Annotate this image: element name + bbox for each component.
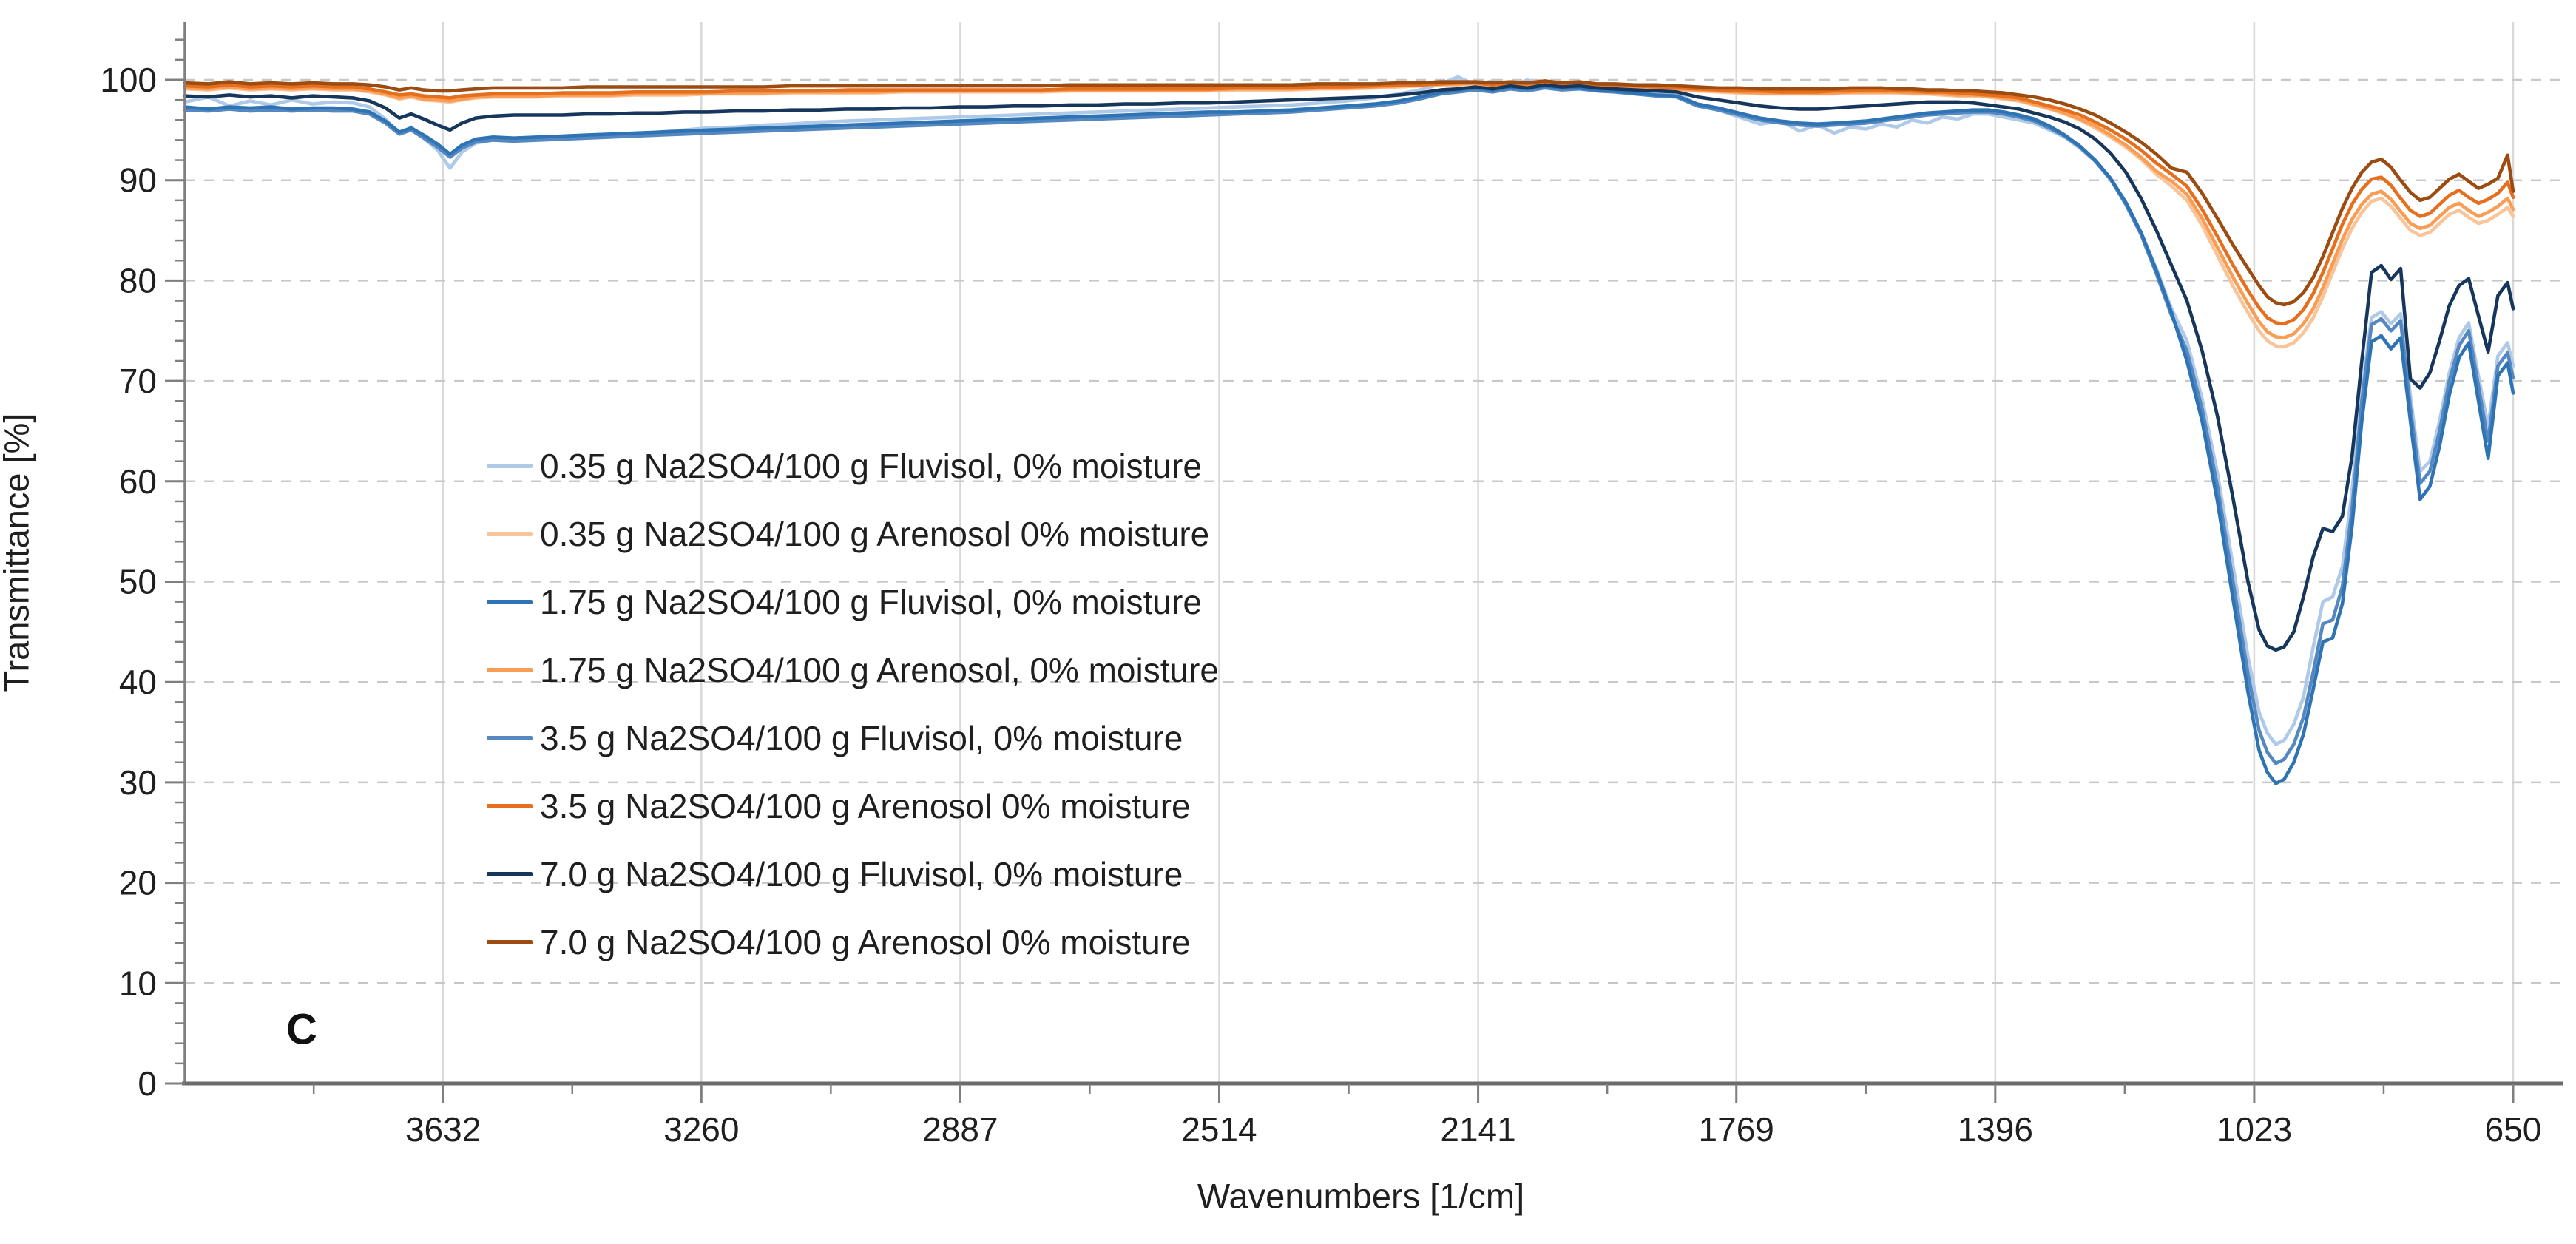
legend-item: 1.75 g Na2SO4/100 g Fluvisol, 0% moistur… <box>487 568 1219 636</box>
y-tick-label-50: 50 <box>119 563 157 601</box>
legend-line-swatch <box>487 736 533 740</box>
legend-line-swatch <box>487 600 533 604</box>
x-axis-title: Wavenumbers [1/cm] <box>1197 1176 1525 1216</box>
y-tick-label-10: 10 <box>119 964 157 1002</box>
legend-item-label: 1.75 g Na2SO4/100 g Fluvisol, 0% moistur… <box>540 583 1202 621</box>
y-tick-label-90: 90 <box>119 161 157 200</box>
x-tick-label-1023: 1023 <box>2217 1110 2292 1149</box>
legend-item-label: 7.0 g Na2SO4/100 g Fluvisol, 0% moisture <box>540 855 1183 893</box>
legend-item: 7.0 g Na2SO4/100 g Arenosol 0% moisture <box>487 908 1219 976</box>
legend-item: 0.35 g Na2SO4/100 g Fluvisol, 0% moistur… <box>487 432 1219 500</box>
x-tick-label-3632: 3632 <box>405 1110 481 1149</box>
x-tick-label-1769: 1769 <box>1699 1110 1774 1149</box>
y-tick-label-80: 80 <box>119 261 157 300</box>
legend-item: 3.5 g Na2SO4/100 g Arenosol 0% moisture <box>487 772 1219 840</box>
y-axis-title: Transmittance [%] <box>0 413 36 692</box>
spectrum-line-2 <box>183 84 2515 785</box>
spectrum-line-7 <box>183 79 2515 307</box>
legend-item-label: 0.35 g Na2SO4/100 g Arenosol 0% moisture <box>540 515 1210 553</box>
y-tick-label-0: 0 <box>138 1064 157 1103</box>
y-tick-label-30: 30 <box>119 763 157 802</box>
legend-item: 7.0 g Na2SO4/100 g Fluvisol, 0% moisture <box>487 840 1219 908</box>
y-tick-label-40: 40 <box>119 663 157 701</box>
legend-item: 1.75 g Na2SO4/100 g Arenosol, 0% moistur… <box>487 636 1219 704</box>
y-tick-label-60: 60 <box>119 462 157 501</box>
legend-line-swatch <box>487 872 533 876</box>
x-tick-label-650: 650 <box>2485 1110 2542 1149</box>
y-tick-label-100: 100 <box>100 61 157 99</box>
spectrum-line-3 <box>183 81 2515 339</box>
legend-item-label: 7.0 g Na2SO4/100 g Arenosol 0% moisture <box>540 923 1191 961</box>
x-tick-label-2141: 2141 <box>1440 1110 1515 1149</box>
legend-item-label: 1.75 g Na2SO4/100 g Arenosol, 0% moistur… <box>540 651 1220 689</box>
panel-label: C <box>286 1005 317 1054</box>
legend-item: 3.5 g Na2SO4/100 g Fluvisol, 0% moisture <box>487 704 1219 772</box>
legend: 0.35 g Na2SO4/100 g Fluvisol, 0% moistur… <box>487 432 1219 976</box>
spectrum-line-1 <box>183 82 2515 349</box>
x-tick-label-1396: 1396 <box>1958 1110 2033 1149</box>
y-tick-label-20: 20 <box>119 864 157 902</box>
legend-line-swatch <box>487 804 533 808</box>
legend-item-label: 3.5 g Na2SO4/100 g Arenosol 0% moisture <box>540 787 1191 825</box>
y-tick-label-70: 70 <box>119 362 157 400</box>
legend-line-swatch <box>487 532 533 536</box>
legend-line-swatch <box>487 940 533 944</box>
legend-item-label: 3.5 g Na2SO4/100 g Fluvisol, 0% moisture <box>540 719 1183 757</box>
x-tick-label-2514: 2514 <box>1181 1110 1257 1149</box>
legend-item: 0.35 g Na2SO4/100 g Arenosol 0% moisture <box>487 500 1219 568</box>
legend-item-label: 0.35 g Na2SO4/100 g Fluvisol, 0% moistur… <box>540 447 1202 485</box>
spectrum-line-6 <box>183 83 2515 652</box>
legend-line-swatch <box>487 668 533 672</box>
x-tick-label-2887: 2887 <box>922 1110 998 1149</box>
x-tick-label-3260: 3260 <box>663 1110 739 1149</box>
legend-line-swatch <box>487 464 533 468</box>
